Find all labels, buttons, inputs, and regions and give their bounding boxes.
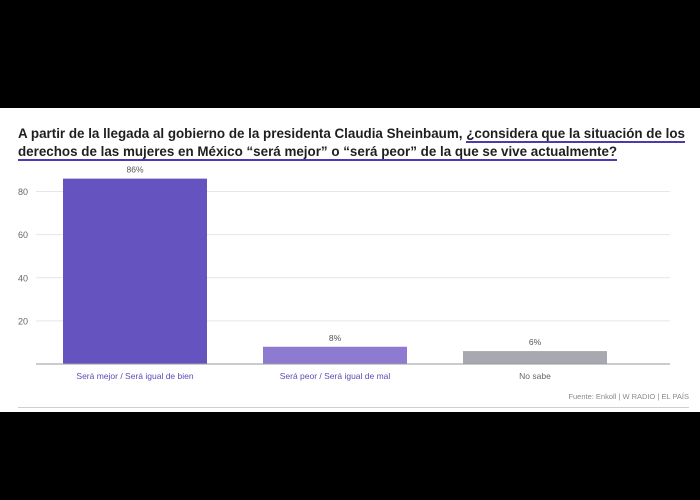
source-divider bbox=[18, 407, 689, 408]
chart-title: A partir de la llegada al gobierno de la… bbox=[18, 125, 688, 161]
value-label: 86% bbox=[126, 166, 143, 175]
source-note: Fuente: Enkoll | W RADIO | EL PAÍS bbox=[568, 392, 689, 401]
value-label: 8% bbox=[329, 333, 342, 343]
y-axis-labels: 80 60 40 20 bbox=[18, 187, 28, 326]
bar bbox=[463, 351, 607, 364]
category-label: Será peor / Será igual de mal bbox=[280, 371, 391, 381]
y-tick-label: 40 bbox=[18, 273, 28, 283]
value-labels: 86% 8% 6% bbox=[126, 166, 541, 347]
y-tick-label: 80 bbox=[18, 187, 28, 197]
category-label: No sabe bbox=[519, 371, 551, 381]
chart-panel: A partir de la llegada al gobierno de la… bbox=[0, 108, 700, 412]
bar bbox=[63, 178, 207, 364]
category-label: Será mejor / Será igual de bien bbox=[76, 371, 193, 381]
bars bbox=[63, 178, 607, 364]
bar-chart: 80 60 40 20 86% 8% 6% Será mejor / Será igual… bbox=[18, 166, 670, 381]
title-lead: A partir de la llegada al gobierno de la… bbox=[18, 126, 467, 141]
bar bbox=[263, 346, 407, 364]
value-label: 6% bbox=[529, 337, 542, 347]
title-question: ¿considera que la situación de los derec… bbox=[18, 126, 685, 161]
x-axis-labels: Será mejor / Será igual de bien Será peor… bbox=[76, 371, 551, 381]
y-tick-label: 60 bbox=[18, 230, 28, 240]
y-tick-label: 20 bbox=[18, 316, 28, 326]
